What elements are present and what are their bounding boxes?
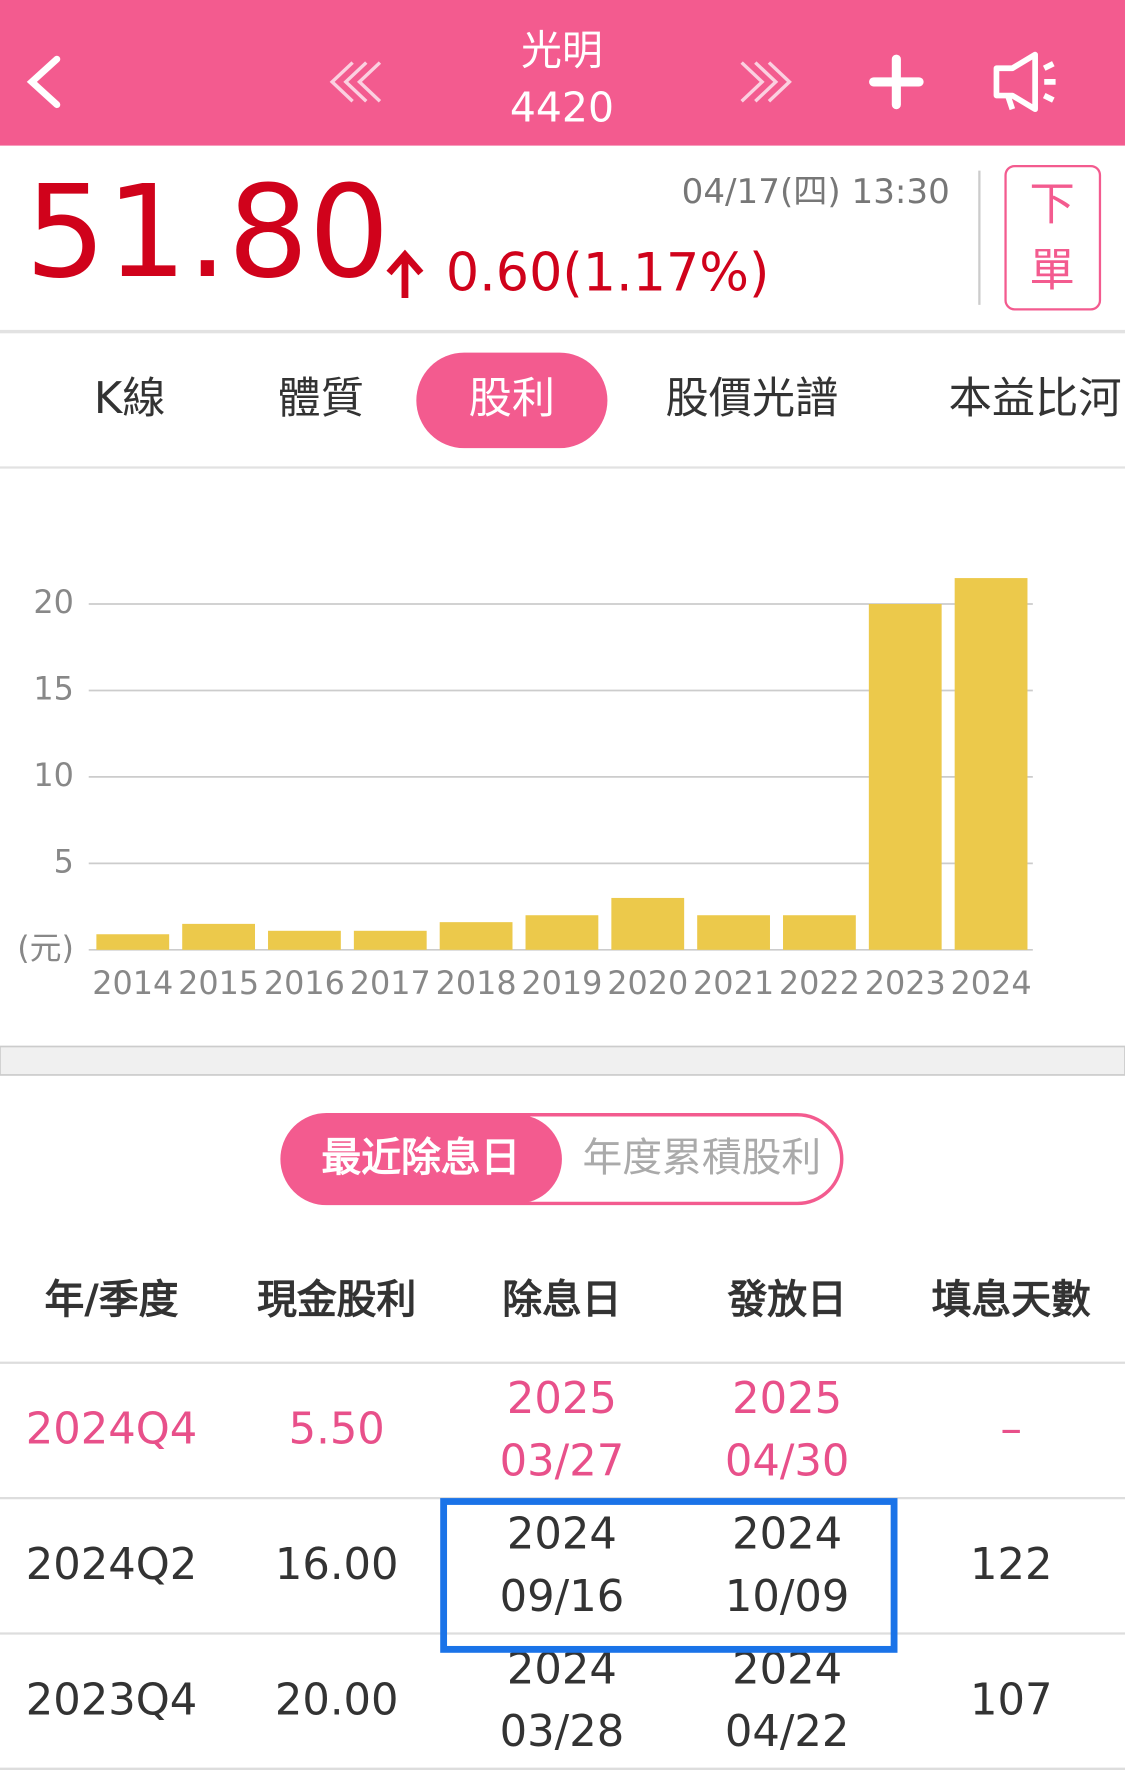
column-header: 填息天數 [932, 1277, 1091, 1323]
y-tick-label: 20 [33, 583, 74, 621]
table-cell: 09/16 [500, 1572, 625, 1622]
table-cell: 10/09 [725, 1572, 850, 1622]
bar [182, 923, 256, 950]
table-cell: 2025 [732, 1374, 842, 1424]
table-cell: 2024Q2 [26, 1540, 198, 1590]
stock-code: 4420 [510, 83, 614, 131]
x-tick-label: 2015 [178, 964, 259, 1002]
table-cell: 2025 [507, 1374, 617, 1424]
active-tab-pill [416, 352, 608, 449]
column-header: 現金股利 [257, 1277, 416, 1323]
table-cell: 2024 [732, 1509, 842, 1559]
table-cell: 20.00 [275, 1675, 399, 1725]
highlight-box [440, 1498, 898, 1653]
tab[interactable]: K線 [94, 374, 166, 424]
toggle-active [282, 1114, 562, 1204]
order-label: 下 [1029, 178, 1075, 231]
x-tick-label: 2017 [350, 964, 431, 1002]
bar [783, 915, 856, 950]
bar [96, 934, 170, 950]
toggle-option[interactable]: 年度累積股利 [582, 1135, 821, 1181]
table-cell: 04/22 [725, 1707, 850, 1757]
x-tick-label: 2020 [607, 964, 688, 1002]
table-cell: 03/28 [500, 1707, 625, 1757]
column-header: 發放日 [726, 1277, 846, 1323]
next-stock[interactable] [740, 61, 792, 103]
tab[interactable]: 股價光譜 [665, 374, 838, 424]
table-cell: 5.50 [289, 1405, 385, 1455]
x-tick-label: 2024 [951, 964, 1032, 1002]
table-cell: 107 [970, 1675, 1053, 1725]
price-change: 0.60(1.17%) [446, 242, 769, 303]
prev-stock[interactable] [329, 61, 382, 103]
add-button[interactable] [869, 54, 924, 110]
table-cell: 16.00 [275, 1540, 399, 1590]
table-cell: 122 [970, 1540, 1053, 1590]
bar [353, 930, 427, 950]
order-button[interactable] [1004, 164, 1102, 311]
y-tick-label: 10 [33, 756, 74, 794]
bar [439, 922, 513, 950]
order-label: 單 [1029, 243, 1075, 296]
bar [697, 915, 770, 950]
bar [525, 915, 599, 950]
y-tick-label: 5 [54, 842, 74, 880]
y-axis-label: (元) [17, 929, 74, 967]
separator [0, 329, 1125, 334]
x-tick-label: 2014 [92, 964, 173, 1002]
table-cell: 2024 [507, 1509, 617, 1559]
bar [611, 897, 685, 950]
bar [868, 604, 942, 950]
table-cell: 2024 [507, 1645, 617, 1695]
tab[interactable]: 本益比河 [949, 374, 1122, 424]
back-button[interactable] [26, 55, 61, 109]
table-cell: 03/27 [500, 1436, 625, 1486]
header-bar [0, 0, 1125, 146]
x-tick-label: 2016 [264, 964, 345, 1002]
alert-button[interactable] [993, 51, 1056, 113]
up-arrow [386, 249, 424, 299]
price: 51.80 [25, 159, 390, 307]
toggle-option[interactable]: 最近除息日 [321, 1135, 520, 1181]
x-tick-label: 2021 [693, 964, 774, 1002]
table-cell: – [1000, 1405, 1022, 1455]
tab[interactable]: 股利 [469, 374, 555, 424]
x-tick-label: 2018 [436, 964, 517, 1002]
y-tick-label: 15 [33, 669, 74, 707]
section-divider [0, 1045, 1125, 1076]
quote-time: 04/17(四) 13:30 [682, 172, 950, 212]
column-header: 年/季度 [45, 1277, 179, 1323]
x-tick-label: 2019 [521, 964, 602, 1002]
bar [268, 930, 341, 950]
table-cell: 2024 [732, 1645, 842, 1695]
x-tick-label: 2022 [779, 964, 860, 1002]
bar [954, 578, 1028, 950]
x-tick-label: 2023 [865, 964, 946, 1002]
table-cell: 2024Q4 [26, 1405, 198, 1455]
stock-name: 光明 [521, 26, 603, 74]
tab[interactable]: 體質 [278, 374, 364, 424]
table-cell: 2023Q4 [26, 1675, 198, 1725]
table-cell: 04/30 [725, 1436, 850, 1486]
column-header: 除息日 [502, 1277, 621, 1323]
